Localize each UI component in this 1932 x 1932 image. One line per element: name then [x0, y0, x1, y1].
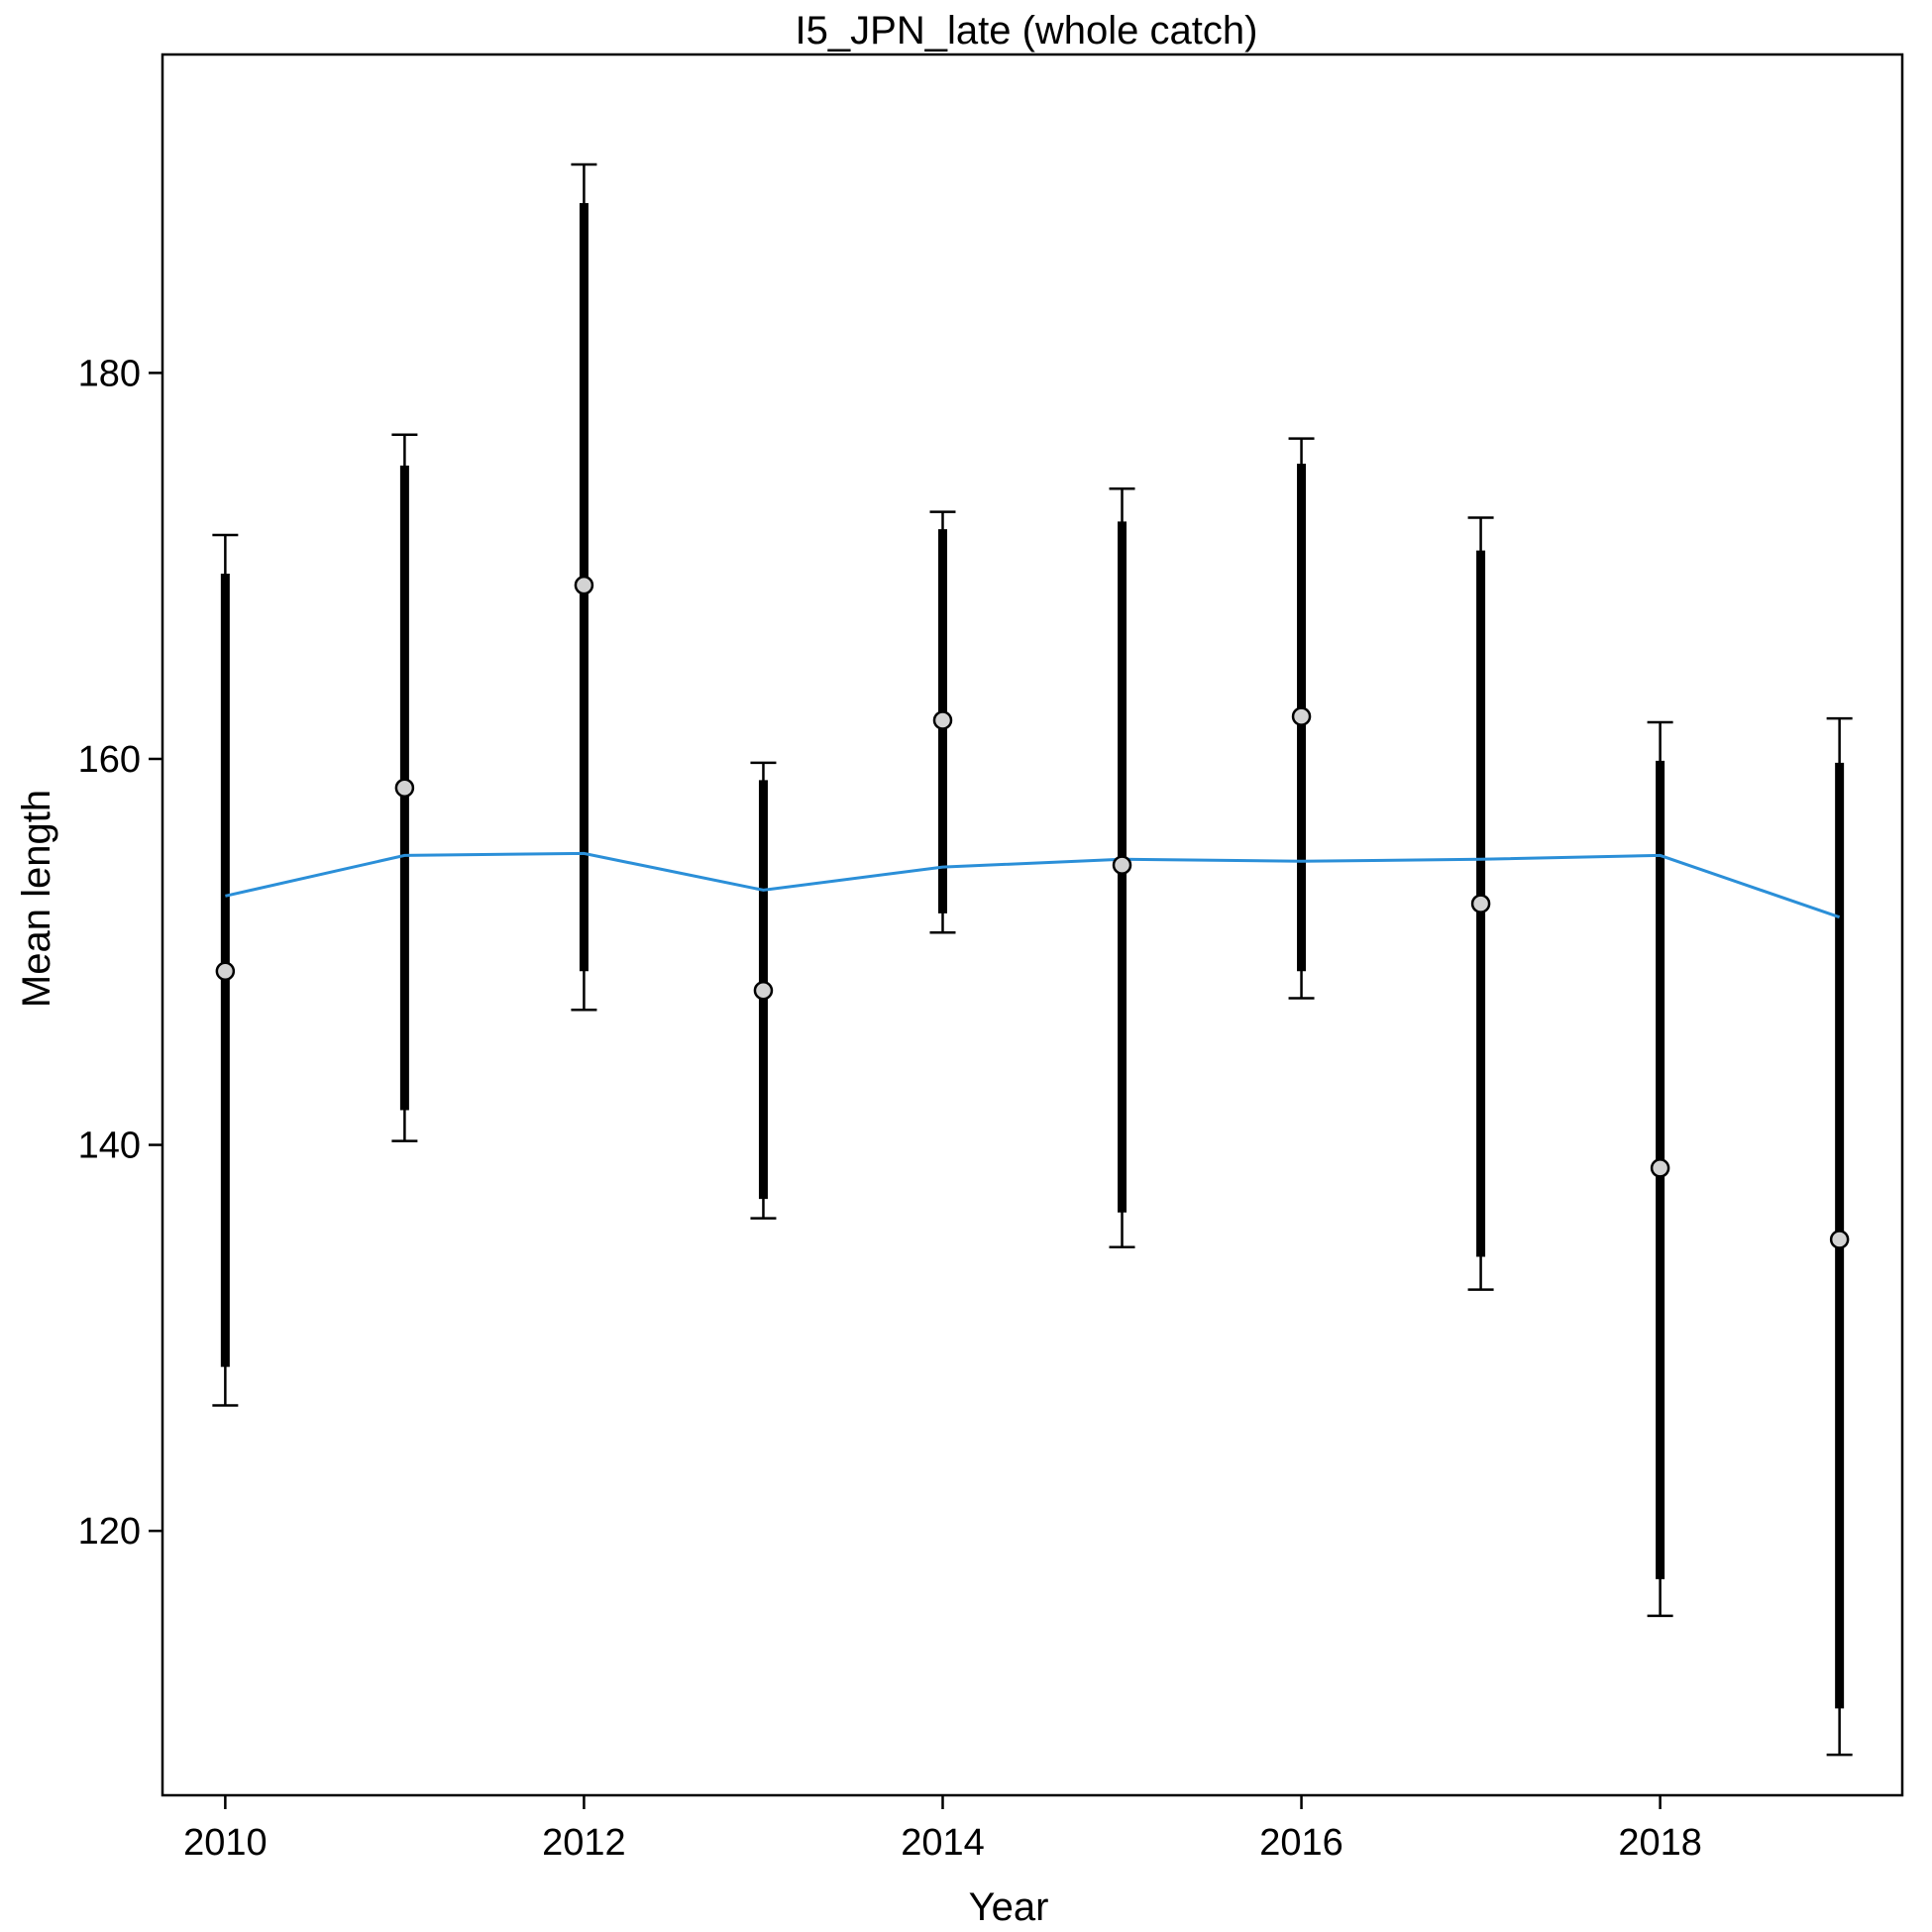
y-tick-label: 120: [78, 1511, 141, 1553]
observed-point: [753, 980, 774, 1001]
y-axis: 120 140 160 180: [78, 353, 162, 1553]
observed-points: [215, 575, 1850, 1249]
observed-point: [1112, 855, 1132, 875]
observed-point: [1291, 706, 1312, 726]
y-tick-label: 180: [78, 353, 141, 394]
observed-point: [1470, 894, 1491, 913]
observed-point: [394, 778, 415, 798]
observed-point: [932, 710, 953, 730]
x-tick-label: 2018: [1618, 1822, 1702, 1864]
error-bars: [212, 162, 1853, 1757]
observed-point: [215, 961, 236, 981]
y-axis-label: Mean length: [15, 790, 58, 1008]
x-tick-label: 2016: [1259, 1822, 1343, 1864]
x-tick-label: 2014: [901, 1822, 985, 1864]
observed-point: [1829, 1230, 1850, 1249]
y-tick-label: 160: [78, 739, 141, 781]
x-axis-label: Year: [969, 1885, 1049, 1929]
x-tick-label: 2012: [542, 1822, 626, 1864]
observed-point: [1650, 1158, 1670, 1178]
y-tick-label: 140: [78, 1126, 141, 1167]
chart-title: I5_JPN_late (whole catch): [796, 9, 1258, 53]
expected-line-group: [225, 851, 1841, 919]
expected-line: [225, 851, 1841, 919]
plot-frame: [161, 53, 1904, 1797]
x-tick-label: 2010: [183, 1822, 268, 1864]
x-axis: 2010 2012 2014 2016 2018: [183, 1795, 1702, 1864]
observed-point: [574, 575, 594, 595]
